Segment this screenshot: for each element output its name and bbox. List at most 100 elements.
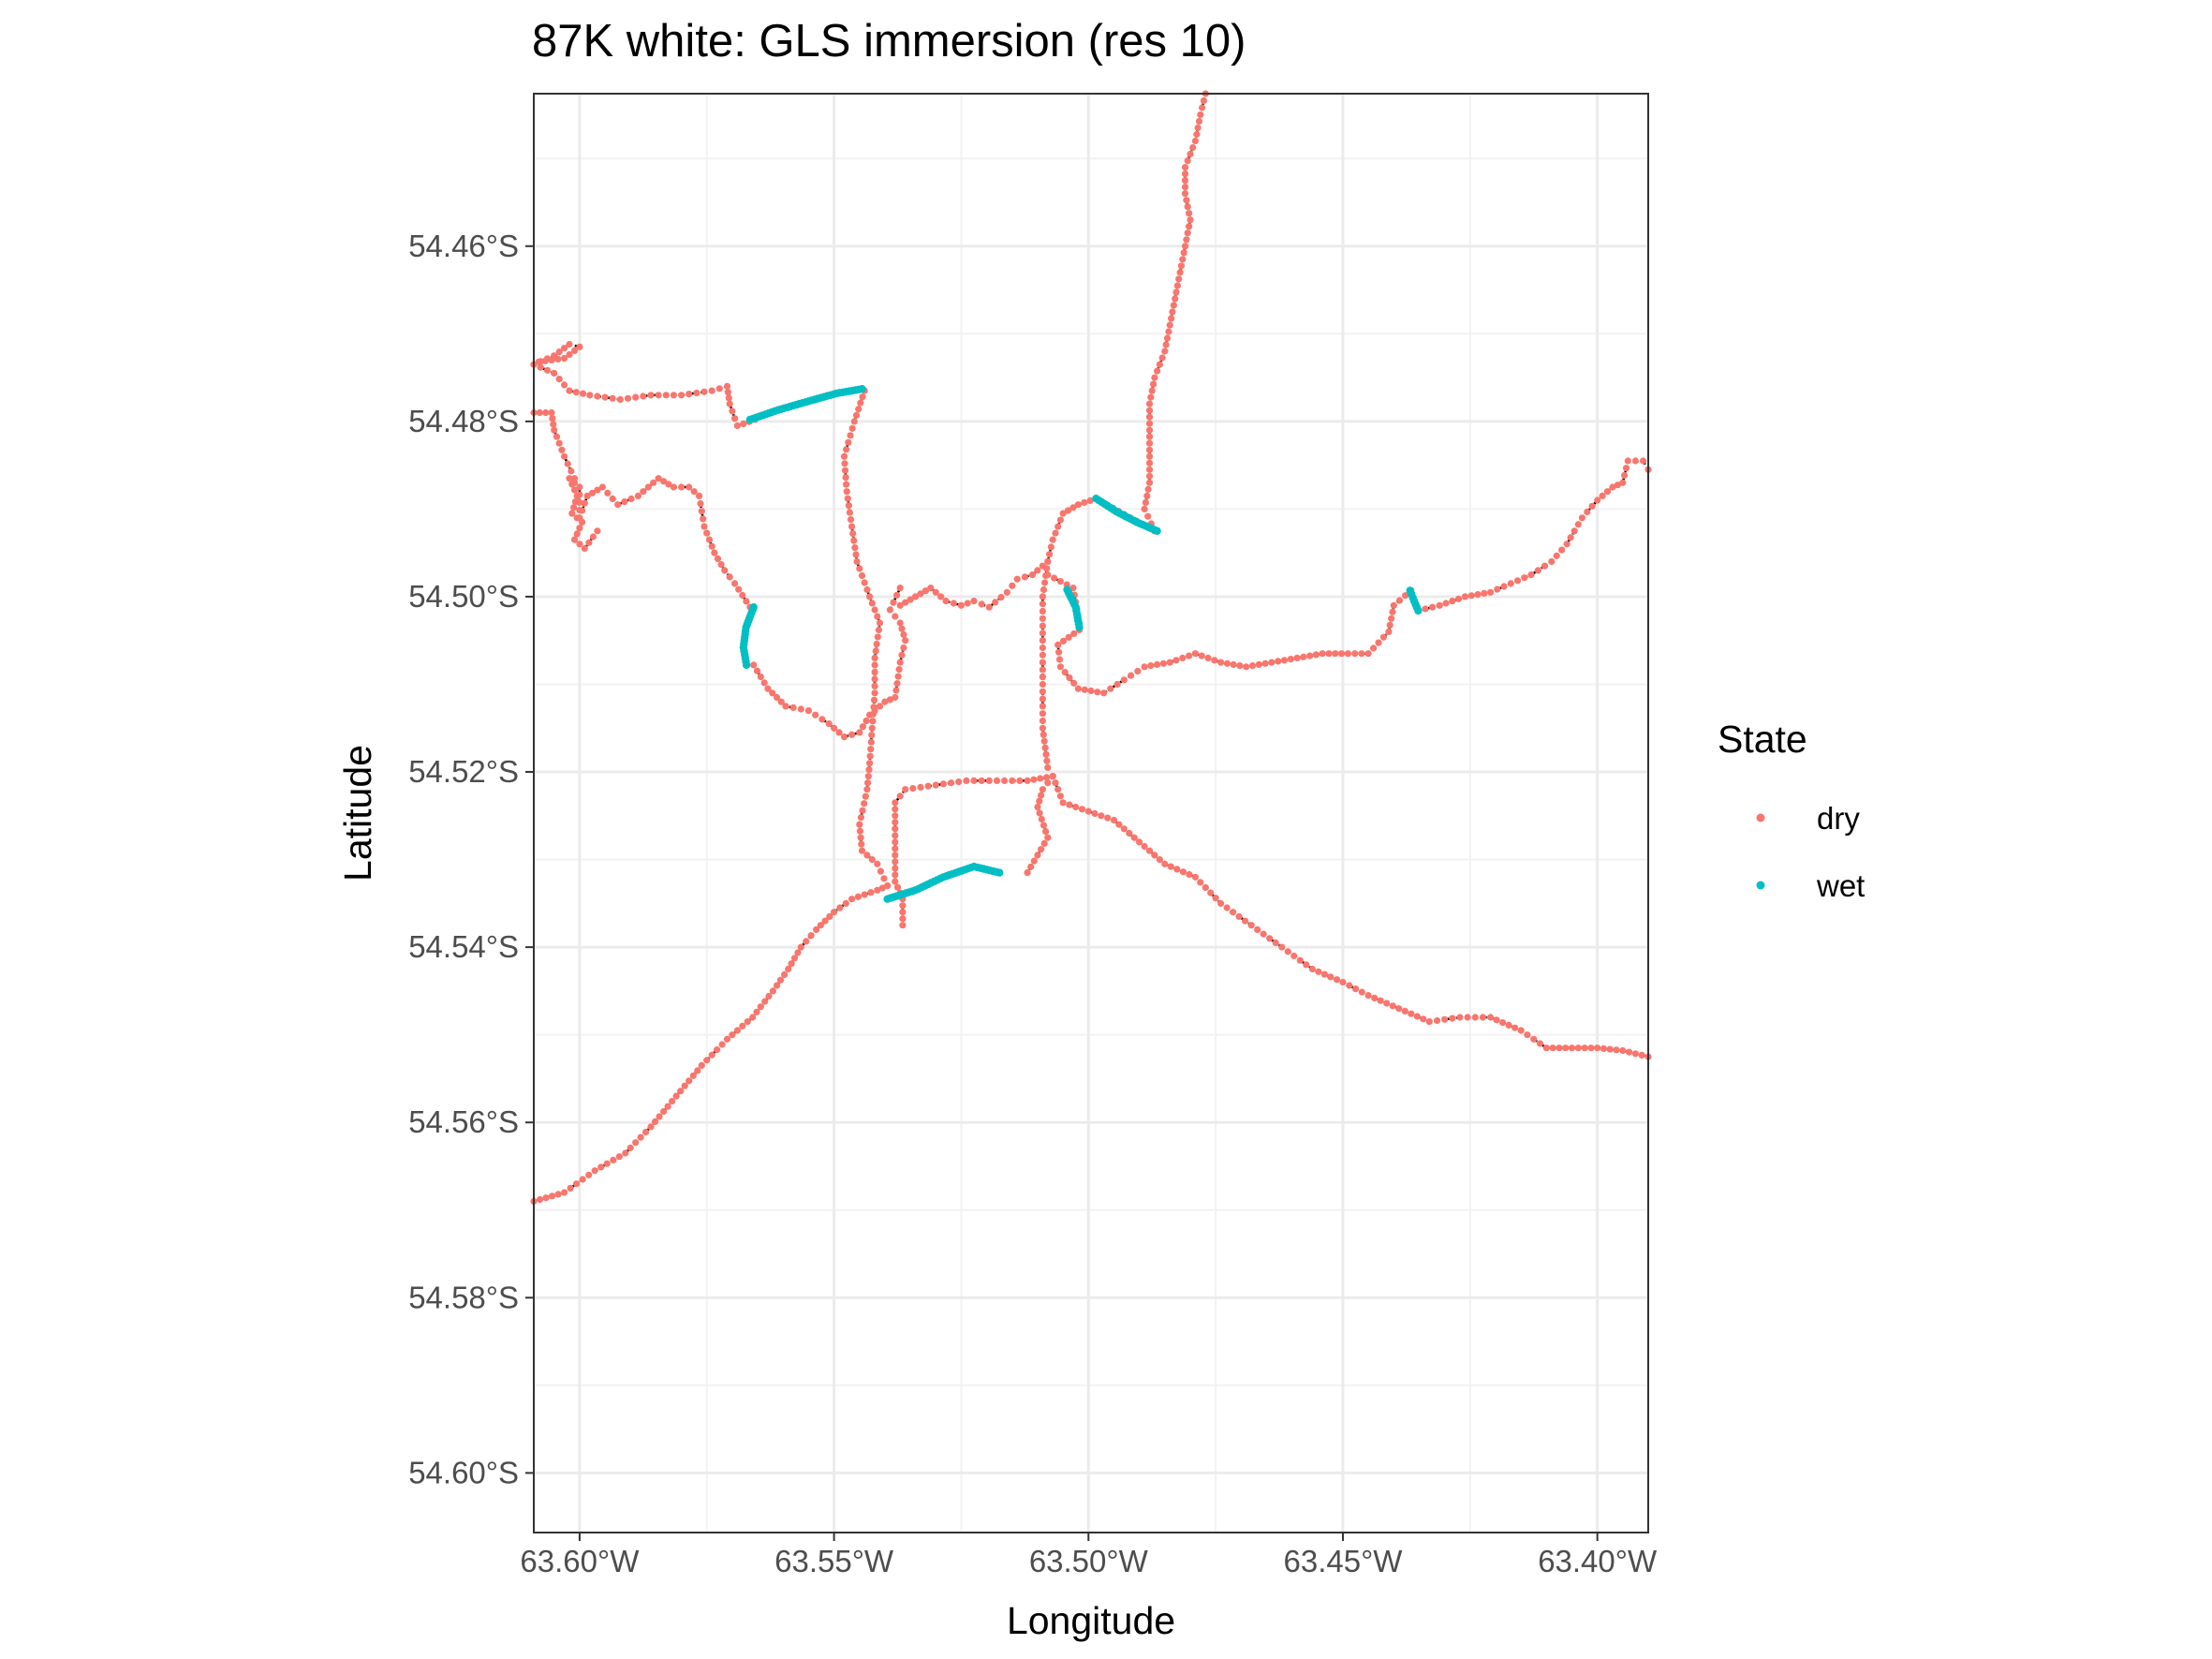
dry-point	[551, 369, 558, 377]
dry-point	[899, 922, 907, 929]
dry-point	[581, 544, 588, 553]
dry-point	[740, 420, 747, 427]
y-axis-title: Latitude	[336, 745, 379, 881]
dry-point	[1325, 650, 1333, 658]
dry-point	[773, 693, 781, 702]
dry-point	[1574, 1044, 1582, 1052]
dry-point	[686, 391, 693, 398]
dry-point	[1038, 846, 1045, 853]
dry-point	[554, 1191, 562, 1198]
dry-point	[1144, 512, 1152, 520]
dry-point	[1054, 523, 1062, 530]
dry-point	[831, 724, 838, 732]
dry-point	[1217, 899, 1225, 908]
dry-point	[1388, 615, 1395, 622]
dry-point	[863, 786, 871, 793]
dry-point	[1474, 591, 1482, 599]
dry-point	[655, 475, 662, 482]
dry-point	[583, 492, 591, 500]
dry-point	[1172, 295, 1179, 303]
dry-point	[573, 514, 581, 522]
dry-point	[1145, 407, 1154, 414]
dry-point	[864, 773, 872, 780]
dry-point	[1016, 777, 1024, 785]
legend-key-dry	[1756, 813, 1765, 822]
dry-point	[1184, 157, 1191, 165]
dry-point	[854, 893, 863, 900]
dry-point	[807, 932, 815, 940]
dry-point	[634, 492, 642, 500]
dry-point	[1044, 763, 1052, 772]
dry-point	[874, 613, 881, 620]
dry-point	[842, 899, 849, 908]
dry-point	[858, 840, 865, 848]
dry-point	[757, 1003, 764, 1011]
y-tick-label: 54.52°S	[408, 754, 519, 789]
dry-point	[1512, 1024, 1519, 1031]
dry-point	[902, 599, 909, 606]
dry-point	[1172, 657, 1180, 664]
state-points	[530, 90, 1652, 1205]
dry-point	[857, 399, 864, 407]
dry-point	[861, 800, 868, 807]
dry-point	[892, 693, 899, 702]
dry-point	[1499, 1019, 1507, 1027]
dry-point	[1027, 863, 1035, 871]
dry-point	[1567, 534, 1574, 541]
dry-point	[589, 533, 597, 541]
dry-point	[813, 926, 820, 934]
dry-point	[594, 527, 601, 535]
dry-point	[868, 600, 876, 607]
dry-point	[874, 860, 881, 867]
dry-point	[1141, 842, 1148, 851]
dry-point	[1223, 659, 1231, 667]
dry-point	[670, 392, 678, 399]
dry-point	[1094, 689, 1101, 696]
dry-point	[1386, 621, 1394, 629]
dry-point	[1180, 249, 1187, 257]
dry-point	[1584, 508, 1591, 516]
y-tick-label: 54.46°S	[408, 229, 519, 263]
dry-point	[985, 777, 993, 785]
dry-point	[1517, 1027, 1525, 1034]
dry-point	[1441, 1015, 1449, 1023]
x-tick-label: 63.45°W	[1284, 1544, 1404, 1578]
dry-point	[858, 847, 866, 854]
dry-point	[1039, 622, 1046, 630]
dry-point	[877, 867, 885, 875]
wet-point	[1153, 526, 1161, 535]
dry-point	[937, 593, 945, 600]
dry-point	[1613, 1046, 1620, 1054]
dry-point	[601, 393, 609, 401]
dry-point	[1186, 210, 1193, 217]
dry-point	[955, 778, 963, 786]
dry-point	[604, 489, 612, 496]
dry-point	[1186, 870, 1193, 879]
dry-point	[689, 1072, 697, 1079]
dry-point	[1039, 666, 1046, 674]
dry-point	[1609, 483, 1616, 491]
dry-point	[1248, 662, 1257, 670]
dry-point	[1429, 603, 1437, 611]
dry-point	[650, 479, 657, 486]
dry-point	[1619, 1046, 1627, 1055]
dry-point	[864, 779, 872, 787]
x-tick-label: 63.40°W	[1538, 1544, 1658, 1578]
dry-point	[1039, 695, 1046, 703]
dry-point	[1179, 256, 1187, 263]
dry-point	[866, 711, 874, 718]
dry-point	[1524, 1031, 1531, 1039]
dry-point	[848, 523, 856, 530]
dry-point	[621, 498, 628, 506]
dry-point	[1548, 557, 1556, 566]
dry-point	[672, 1092, 680, 1100]
dry-point	[1069, 504, 1077, 511]
dry-point	[1471, 1014, 1479, 1021]
dry-point	[1530, 1035, 1538, 1043]
dry-point	[1260, 930, 1267, 938]
dry-point	[632, 393, 640, 401]
dry-point	[1449, 1015, 1456, 1022]
dry-point	[859, 807, 866, 814]
dry-point	[1507, 580, 1514, 587]
dry-point	[1177, 262, 1185, 270]
